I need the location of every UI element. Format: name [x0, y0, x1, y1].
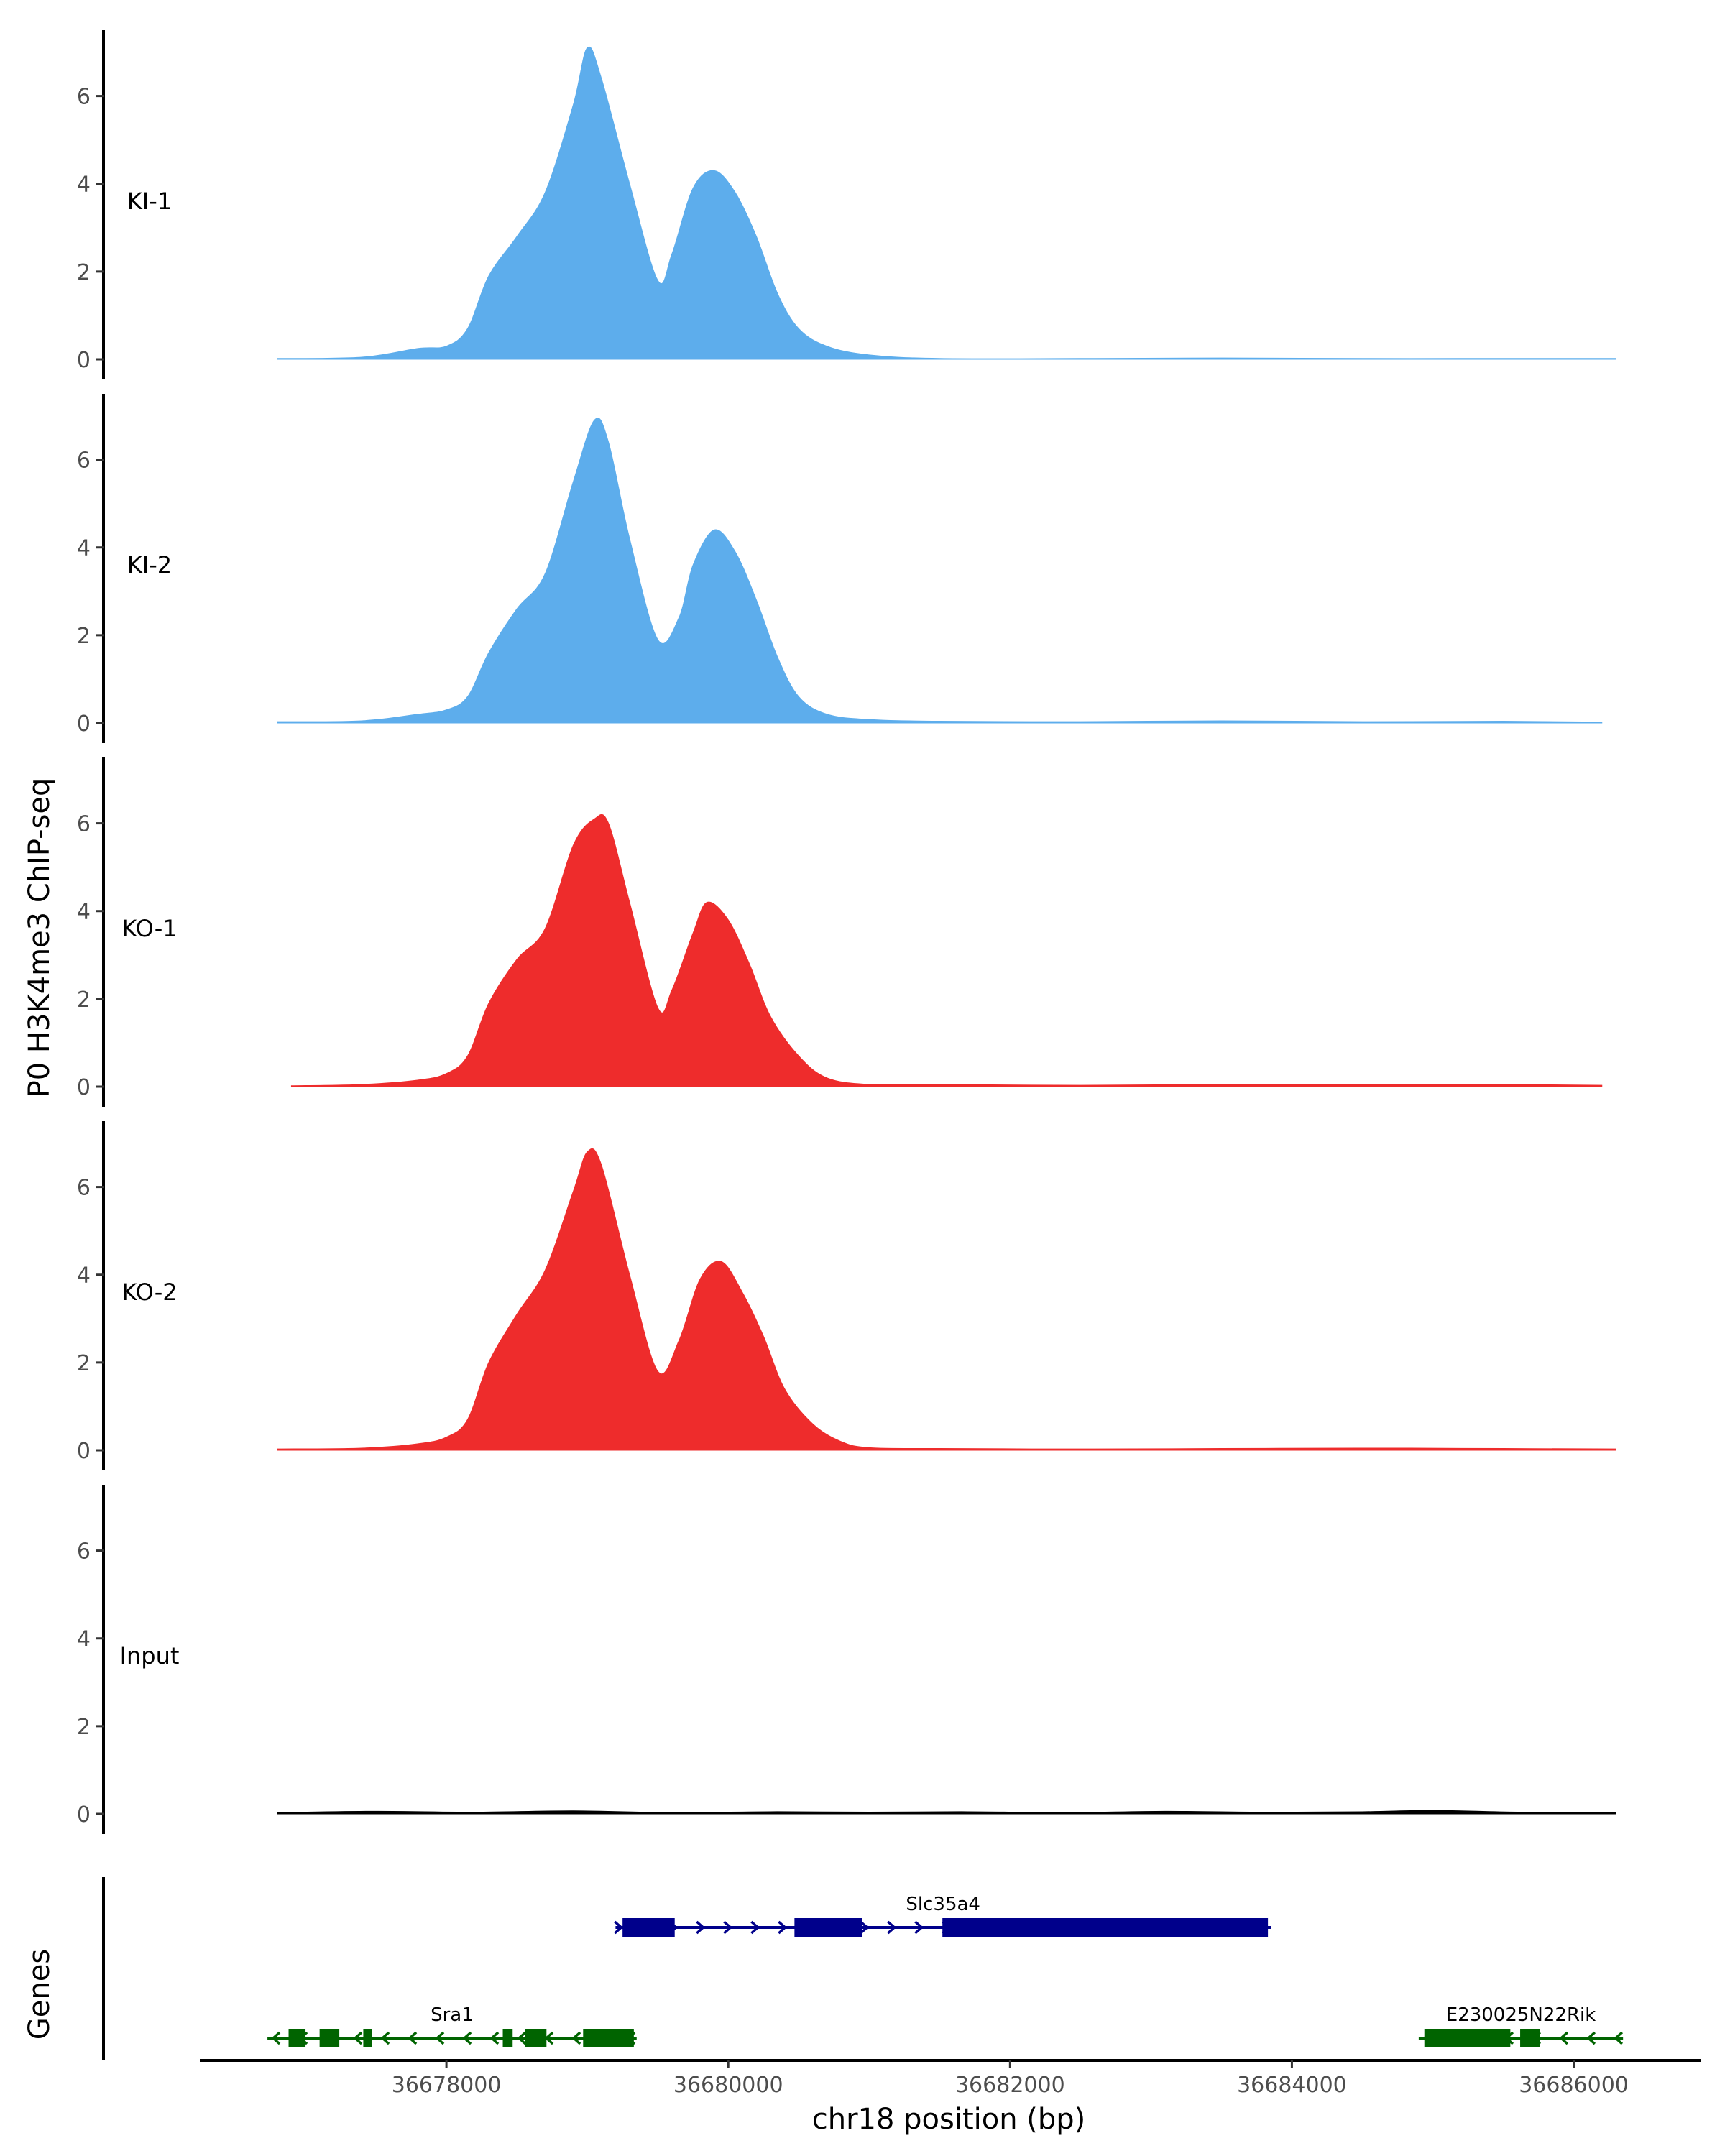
strand-arrow [860, 1920, 870, 1935]
track-input: 0 2 4 6 Input [77, 1485, 1616, 1834]
strand-arrow [1586, 2031, 1596, 2045]
track-ko-1: 0 2 4 6 KO-1 [77, 757, 1603, 1107]
y-tick-label: 6 [77, 448, 91, 474]
strand-arrow [408, 2031, 418, 2045]
track-ki-2: 0 2 4 6 KI-2 [77, 394, 1603, 743]
y-tick-label: 4 [77, 536, 91, 561]
x-tick-label: 36680000 [673, 2073, 783, 2098]
coverage-area [290, 814, 1603, 1087]
strand-arrow [887, 1920, 897, 1935]
gene-exon [794, 1918, 862, 1937]
strand-arrow [489, 2031, 500, 2045]
coverage-area [277, 46, 1616, 360]
y-tick-label: 6 [77, 1176, 91, 1201]
strand-arrow [380, 2031, 390, 2045]
y-tick-label: 0 [77, 711, 91, 737]
x-axis: 36678000 36680000 36682000 36684000 36686000 [200, 2059, 1701, 2098]
track-label: KI-2 [127, 551, 172, 579]
genes-panel-label: Genes [23, 1949, 56, 2040]
y-tick-label: 2 [77, 987, 91, 1013]
gene-exon [319, 2029, 340, 2047]
track-label: Input [120, 1642, 180, 1669]
y-axis-title: P0 H3K4me3 ChIP-seq [23, 778, 56, 1098]
y-tick-label: 2 [77, 260, 91, 285]
track-ki-1: 0 2 4 6 KI-1 [77, 30, 1616, 379]
x-tick-label: 36684000 [1237, 2073, 1347, 2098]
gene-e230025n22rik: E230025N22Rik [1418, 2004, 1624, 2047]
strand-arrow [914, 1920, 924, 1935]
gene-label: Slc35a4 [906, 1894, 980, 1915]
strand-arrow [353, 2031, 363, 2045]
gene-exon [288, 2029, 306, 2047]
y-tick-label: 6 [77, 812, 91, 837]
y-tick-label: 6 [77, 1539, 91, 1565]
strand-arrow [723, 1920, 733, 1935]
track-ko-2: 0 2 4 6 KO-2 [77, 1121, 1616, 1470]
strand-arrow [271, 2031, 281, 2045]
strand-arrow [517, 2031, 527, 2045]
x-tick-label: 36678000 [392, 2073, 502, 2098]
coverage-area [277, 418, 1603, 724]
strand-arrow [1559, 2031, 1569, 2045]
track-label: KI-1 [127, 188, 172, 215]
y-tick-label: 0 [77, 348, 91, 373]
y-tick-label: 0 [77, 1439, 91, 1464]
track-label: KO-1 [121, 915, 177, 942]
strand-arrow [435, 2031, 445, 2045]
coverage-area [277, 1148, 1616, 1451]
gene-exon [363, 2029, 372, 2047]
y-tick-label: 6 [77, 85, 91, 110]
gene-exon [583, 2029, 634, 2047]
gene-exon [1520, 2029, 1540, 2047]
y-tick-label: 2 [77, 1715, 91, 1740]
strand-arrow [696, 1920, 706, 1935]
x-tick-label: 36686000 [1519, 2073, 1629, 2098]
gene-exon [525, 2029, 547, 2047]
gene-exon [942, 1918, 1269, 1937]
strand-arrow [614, 1920, 624, 1935]
gene-exon [1424, 2029, 1511, 2047]
strand-arrow [462, 2031, 472, 2045]
gene-sra1: Sra1 [267, 2004, 637, 2047]
y-tick-label: 4 [77, 1263, 91, 1289]
gene-exon [502, 2029, 513, 2047]
strand-arrow [750, 1920, 760, 1935]
y-tick-label: 0 [77, 1075, 91, 1100]
y-tick-label: 2 [77, 624, 91, 649]
strand-arrow [1614, 2031, 1624, 2045]
coverage-area [277, 1810, 1616, 1815]
x-tick-label: 36682000 [955, 2073, 1065, 2098]
y-tick-label: 0 [77, 1802, 91, 1828]
coverage-tracks: 0 2 4 6 KI-1 0 2 4 6 KI-2 0 2 4 6 KO-1 0 2 4 6 KO-2 0 2 4 6 Inpu… [77, 30, 1616, 1834]
gene-annotation-panel: Slc35a4 Sra1 E230025N22Rik [102, 1877, 1624, 2060]
x-axis-title: chr18 position (bp) [812, 2103, 1086, 2136]
strand-arrow [778, 1920, 788, 1935]
y-tick-label: 4 [77, 900, 91, 925]
gene-label: Sra1 [431, 2004, 474, 2026]
y-tick-label: 4 [77, 1627, 91, 1652]
y-tick-label: 4 [77, 172, 91, 198]
track-label: KO-2 [121, 1279, 177, 1306]
y-tick-label: 2 [77, 1351, 91, 1376]
gene-exon [622, 1918, 675, 1937]
gene-slc35a4: Slc35a4 [614, 1894, 1271, 1937]
strand-arrow [571, 2031, 581, 2045]
gene-label: E230025N22Rik [1446, 2004, 1596, 2026]
